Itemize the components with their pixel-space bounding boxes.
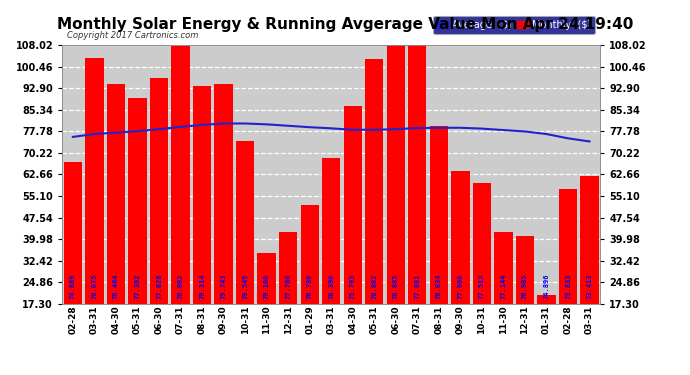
Text: 76.985: 76.985 [522,274,528,300]
Text: 77.960: 77.960 [457,274,464,300]
Text: 76.464: 76.464 [113,274,119,300]
Bar [494,232,513,304]
Text: 77.881: 77.881 [414,274,420,300]
Text: 77.760: 77.760 [285,274,291,300]
Bar [408,44,426,304]
Bar [580,176,599,304]
Text: 77.513: 77.513 [479,274,485,300]
Bar [279,232,297,304]
Bar [128,98,146,304]
Text: 78.034: 78.034 [436,274,442,300]
Text: 74.896: 74.896 [544,274,549,300]
Bar [430,126,448,304]
Bar [473,183,491,304]
Text: 77.144: 77.144 [500,274,506,300]
Text: 76.865: 76.865 [393,274,399,300]
Bar [150,78,168,304]
Text: 76.390: 76.390 [328,274,334,300]
Bar [322,158,340,304]
Bar [193,86,211,304]
Bar [538,295,555,304]
Bar [365,59,384,304]
Text: 79.743: 79.743 [221,274,226,300]
Text: 79.100: 79.100 [264,274,270,300]
Text: 76.075: 76.075 [91,274,97,300]
Bar [86,58,104,304]
Bar [257,253,276,304]
Bar [63,162,82,304]
Text: 76.802: 76.802 [371,274,377,300]
Bar [516,236,534,304]
Bar [171,46,190,304]
Bar [236,141,254,304]
Text: 79.549: 79.549 [242,274,248,300]
Bar [344,106,362,304]
Bar [215,84,233,304]
Bar [107,84,125,304]
Text: 73.413: 73.413 [586,274,593,300]
Text: 79.314: 79.314 [199,274,205,300]
Bar [386,45,405,304]
Text: 75.793: 75.793 [350,274,356,300]
Text: 77.302: 77.302 [135,274,141,300]
Bar [451,171,469,304]
Bar [301,205,319,304]
Text: Copyright 2017 Cartronics.com: Copyright 2017 Cartronics.com [68,31,199,40]
Legend: Average  ($), Monthly  ($): Average ($), Monthly ($) [433,16,595,34]
Text: 77.828: 77.828 [156,274,162,300]
Text: Monthly Solar Energy & Running Avgerage Value Mon Apr 24 19:40: Monthly Solar Energy & Running Avgerage … [57,17,633,32]
Bar [559,189,577,304]
Text: 78.802: 78.802 [177,274,184,300]
Text: 73.833: 73.833 [565,274,571,300]
Text: 76.780: 76.780 [306,274,313,300]
Text: 74.889: 74.889 [70,274,76,300]
